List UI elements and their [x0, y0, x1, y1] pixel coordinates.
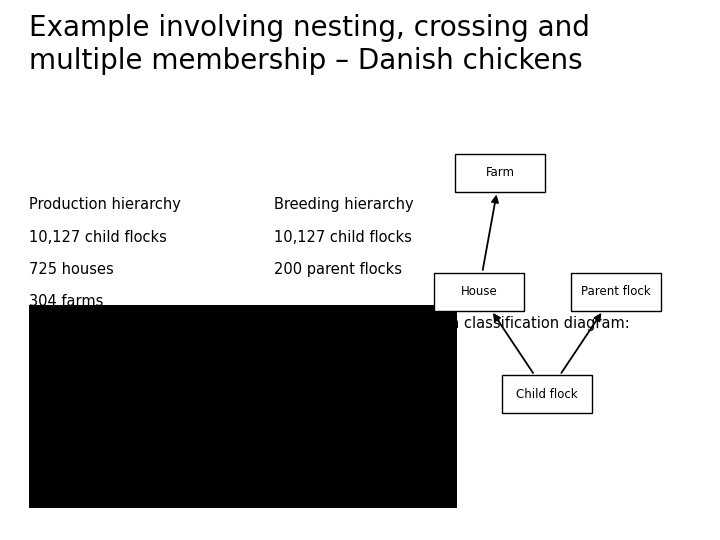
Text: 10,127 child flocks: 10,127 child flocks	[274, 230, 411, 245]
Bar	[503, 375, 593, 413]
Bar	[455, 154, 546, 192]
Text: Breeding hierarchy: Breeding hierarchy	[274, 197, 413, 212]
Text: 10,127 child flocks: 10,127 child flocks	[29, 230, 166, 245]
Text: 725 houses: 725 houses	[29, 262, 114, 277]
Text: 304 farms: 304 farms	[29, 294, 103, 309]
Bar	[433, 273, 523, 310]
Text: Example involving nesting, crossing and
multiple membership – Danish chickens: Example involving nesting, crossing and …	[29, 14, 590, 75]
Text: Parent flock: Parent flock	[581, 285, 650, 298]
Text: As a unit diagram:: As a unit diagram:	[29, 316, 164, 331]
Bar	[571, 273, 661, 310]
Text: As a classification diagram:: As a classification diagram:	[428, 316, 630, 331]
Text: Production hierarchy: Production hierarchy	[29, 197, 181, 212]
Text: Farm: Farm	[486, 166, 515, 179]
Text: Child flock: Child flock	[516, 388, 578, 401]
Text: House: House	[460, 285, 498, 298]
Text: 200 parent flocks: 200 parent flocks	[274, 262, 402, 277]
Bar	[29, 305, 457, 508]
